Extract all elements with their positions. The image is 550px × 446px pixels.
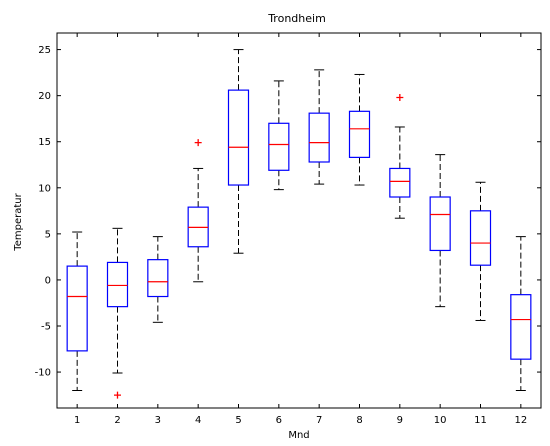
- iqr-box: [268, 122, 290, 171]
- box-month-9: [389, 93, 411, 219]
- iqr-box: [227, 89, 250, 186]
- box-month-7: [308, 69, 330, 185]
- iqr-box: [510, 294, 532, 360]
- y-axis-label: Temperatur: [13, 192, 24, 251]
- iqr-box: [389, 167, 411, 198]
- box-series: [66, 49, 532, 399]
- box-month-10: [429, 154, 451, 308]
- chart-title: Trondheim: [267, 12, 326, 25]
- x-tick-label: 3: [155, 415, 161, 426]
- y-tick-label: -10: [35, 368, 51, 379]
- y-tick-label: 25: [38, 45, 51, 56]
- box-month-5: [227, 49, 250, 254]
- x-tick-label: 1: [74, 415, 80, 426]
- iqr-box: [66, 265, 88, 352]
- x-tick-label: 11: [474, 415, 487, 426]
- outlier-marker: [194, 139, 202, 147]
- x-tick-label: 7: [316, 415, 322, 426]
- iqr-box: [348, 110, 371, 158]
- iqr-box: [308, 112, 330, 163]
- y-tick-label: 10: [38, 183, 51, 194]
- y-tick-label: 0: [45, 275, 51, 286]
- x-tick-label: 10: [434, 415, 447, 426]
- x-tick-label: 2: [114, 415, 120, 426]
- box-month-6: [268, 80, 290, 191]
- x-tick-label: 8: [356, 415, 362, 426]
- x-axis: 1 2 3 4 5 6 7 8 9 10 11 12: [74, 33, 527, 426]
- box-month-12: [510, 236, 532, 391]
- x-axis-label: Mnd: [288, 430, 309, 441]
- box-month-11: [469, 181, 492, 321]
- y-tick-label: 15: [38, 137, 51, 148]
- iqr-box: [147, 259, 169, 298]
- y-tick-label: -5: [41, 321, 51, 332]
- x-tick-label: 9: [397, 415, 403, 426]
- outlier-marker: [396, 93, 404, 101]
- y-axis: 25 20 15 10 5 0 -5 -10: [35, 45, 541, 379]
- iqr-box: [429, 196, 451, 252]
- box-month-1: [66, 231, 88, 391]
- x-tick-label: 4: [195, 415, 201, 426]
- y-tick-label: 5: [45, 229, 51, 240]
- box-month-4: [187, 139, 209, 283]
- plot-area: [56, 32, 542, 409]
- box-month-8: [348, 73, 371, 186]
- x-tick-label: 12: [514, 415, 527, 426]
- box-month-2: [106, 227, 129, 399]
- iqr-box: [106, 261, 129, 308]
- y-tick-label: 20: [38, 91, 51, 102]
- box-month-3: [147, 236, 169, 323]
- iqr-box: [469, 210, 492, 266]
- outlier-marker: [114, 391, 121, 399]
- x-tick-label: 6: [276, 415, 282, 426]
- x-tick-label: 5: [235, 415, 241, 426]
